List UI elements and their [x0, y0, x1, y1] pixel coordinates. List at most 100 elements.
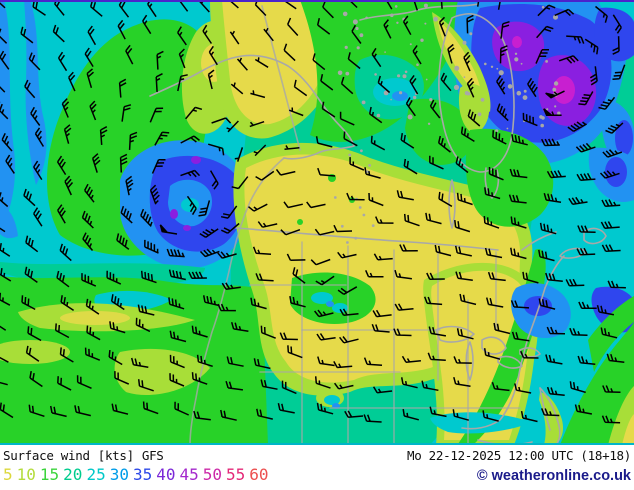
wind-barb [49, 405, 67, 418]
wind-barb [82, 232, 94, 251]
wind-barb [202, 295, 220, 307]
wind-barb [321, 101, 336, 118]
wind-barb [466, 77, 475, 98]
wind-barb [180, 135, 200, 144]
wind-barb [281, 380, 297, 395]
wind-barb [121, 104, 132, 122]
wind-barb [456, 328, 474, 340]
wind-barb [30, 106, 41, 126]
wind-barb [106, 270, 122, 285]
wind-barb [344, 410, 364, 419]
wind-barb [467, 109, 481, 127]
wind-barb [606, 353, 625, 364]
wind-barb [595, 5, 608, 23]
wind-barb [535, 49, 549, 64]
wind-barb [255, 273, 274, 282]
wind-barb [459, 293, 477, 306]
wind-barb [315, 136, 333, 148]
wind-barb [546, 386, 565, 397]
wind-barb [377, 75, 391, 94]
wind-barb [84, 47, 94, 67]
wind-barb [337, 286, 358, 295]
wind-barb [253, 144, 267, 157]
wind-barb [402, 15, 412, 36]
wind-barb [0, 192, 9, 208]
island-speckles [333, 3, 561, 244]
wind-barb [383, 19, 392, 39]
wind-barb [306, 201, 326, 209]
wind-barb [508, 194, 527, 204]
wind-barb [511, 331, 530, 342]
wind-barb [29, 370, 43, 388]
wind-barb [211, 117, 232, 124]
wind-barb [287, 17, 299, 37]
wind-barb [425, 212, 442, 225]
wind-barb [275, 168, 296, 176]
wind-barb [193, 410, 211, 421]
wind-barb [20, 26, 34, 44]
wind-barb [612, 14, 622, 34]
wind-barb [191, 372, 208, 385]
wind-barb [61, 98, 70, 118]
wind-barb [293, 79, 308, 97]
wind-barb [409, 74, 419, 95]
wind-barb [159, 224, 178, 235]
wind-barb [485, 297, 504, 308]
wind-barb [538, 249, 555, 262]
wind-barb [59, 347, 74, 363]
wind-barb [429, 99, 441, 119]
wind-barb [499, 45, 508, 64]
wind-barb [229, 30, 240, 45]
wind-barb [333, 361, 353, 369]
wind-barb [575, 142, 596, 153]
wind-barb [225, 380, 244, 391]
wind-barb [434, 244, 452, 257]
wind-barb [510, 247, 527, 260]
wind-barb [0, 86, 6, 93]
wind-barb [612, 64, 626, 81]
wind-barb [217, 303, 236, 312]
wind-barb [365, 269, 384, 278]
wind-barb [576, 172, 596, 182]
wind-barb [546, 170, 566, 179]
wind-barb [428, 326, 447, 337]
legend-value-50: 50 [202, 465, 223, 484]
wind-barb [536, 25, 554, 39]
wind-barb [249, 120, 265, 128]
wind-barb [24, 266, 38, 284]
wind-barb [511, 134, 528, 146]
wind-barb [166, 248, 185, 258]
wind-barb [368, 106, 383, 124]
wind-barb [440, 72, 452, 92]
wind-barb [522, 112, 538, 127]
wind-barb [402, 408, 419, 421]
wind-barb [85, 298, 100, 315]
wind-barb [483, 348, 501, 360]
wind-barb [149, 107, 164, 123]
wind-barb [314, 376, 331, 389]
wind-barb [421, 380, 439, 392]
wind-barb [209, 170, 219, 190]
wind-barb [220, 409, 237, 421]
wind-barb [140, 270, 157, 284]
wind-barb [120, 205, 133, 224]
wind-barb [24, 79, 36, 99]
model-label: GFS [141, 448, 164, 463]
wind-barb [400, 377, 418, 389]
wind-barb [545, 354, 563, 365]
wind-barb [60, 295, 75, 312]
wind-barb [25, 235, 39, 253]
wind-barb [487, 271, 506, 282]
wind-barb [569, 327, 588, 337]
wind-barb [310, 258, 331, 266]
wind-barb [84, 183, 95, 203]
wind-barb [21, 295, 36, 311]
legend-value-20: 20 [63, 465, 83, 484]
coastlines-borders [149, 3, 607, 445]
wind-barb [208, 45, 218, 66]
wind-barb [584, 38, 599, 55]
wind-barb [156, 50, 164, 70]
wind-barb [396, 190, 414, 201]
wind-barb [558, 55, 579, 64]
legend-value-45: 45 [179, 465, 199, 484]
